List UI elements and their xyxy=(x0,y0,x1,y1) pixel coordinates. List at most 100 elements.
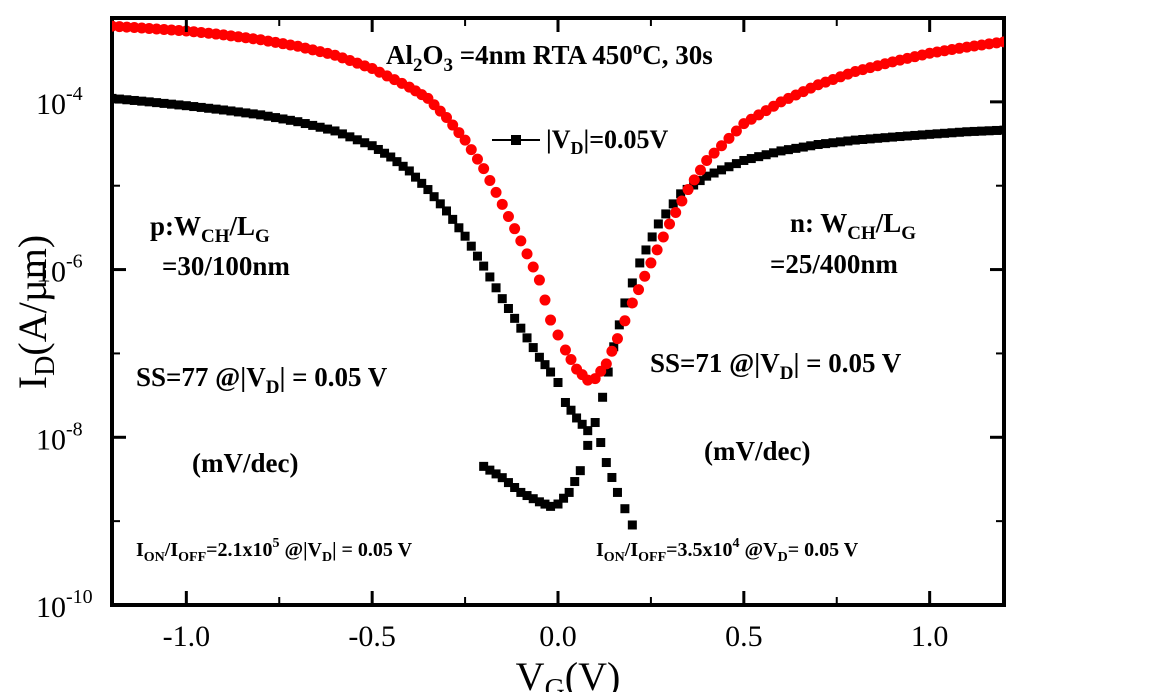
annotation-unit-left: (mV/dec) xyxy=(192,448,298,478)
data-point xyxy=(600,358,612,370)
annotation-top: Al2O3 =4nm RTA 450oC, 30s xyxy=(386,38,713,76)
data-point xyxy=(717,165,727,175)
data-point xyxy=(345,132,355,142)
data-point xyxy=(233,107,243,117)
data-point xyxy=(746,154,756,164)
data-point xyxy=(668,199,678,209)
annotation-ion-right: ION/IOFF=3.5x104 @VD= 0.05 V xyxy=(596,536,859,565)
data-point xyxy=(478,163,490,175)
data-point xyxy=(503,303,513,313)
series-layer xyxy=(112,20,1004,530)
data-point xyxy=(263,111,273,121)
data-point xyxy=(330,126,340,136)
data-point xyxy=(527,261,539,273)
data-point xyxy=(300,119,310,129)
data-point xyxy=(598,392,608,402)
x-tick-label: 1.0 xyxy=(911,620,949,653)
data-point xyxy=(998,36,1004,48)
data-point xyxy=(645,257,657,269)
data-point xyxy=(522,491,532,501)
data-point xyxy=(528,494,538,504)
data-point xyxy=(880,133,890,143)
data-point xyxy=(465,144,477,156)
data-point xyxy=(386,152,396,162)
data-point xyxy=(925,129,935,139)
y-tick-label: 10-8 xyxy=(36,418,83,456)
data-point xyxy=(503,478,513,488)
data-point xyxy=(454,223,464,233)
ticks-layer: -1.0 -0.5 0.0 0.5 1.0 10-10 10-8 10-6 10-4 xyxy=(36,17,1004,653)
data-point xyxy=(724,162,734,172)
data-point xyxy=(701,154,713,166)
data-point xyxy=(806,141,816,151)
data-point xyxy=(620,504,630,514)
data-point xyxy=(459,134,471,146)
data-point xyxy=(858,134,868,144)
data-point xyxy=(521,248,533,260)
data-point xyxy=(496,198,508,210)
series-red-circles xyxy=(112,20,1004,386)
data-point xyxy=(534,352,544,362)
data-point xyxy=(411,172,421,182)
data-point xyxy=(516,487,526,497)
data-point xyxy=(565,354,577,366)
data-point xyxy=(479,461,489,471)
data-point xyxy=(664,218,675,230)
y-tick-label: 10-6 xyxy=(36,251,83,289)
data-point xyxy=(583,426,593,436)
data-point xyxy=(278,114,288,124)
data-point xyxy=(442,206,451,216)
data-point xyxy=(947,128,957,138)
data-point xyxy=(577,419,587,429)
data-point xyxy=(570,477,580,487)
data-point xyxy=(429,192,439,202)
data-point xyxy=(540,499,550,509)
data-point xyxy=(612,487,622,497)
data-point xyxy=(226,106,236,116)
x-tick-label: -1.0 xyxy=(163,620,211,653)
data-point xyxy=(596,438,606,448)
data-point xyxy=(865,134,875,144)
plot-frame xyxy=(110,16,1006,607)
data-point xyxy=(962,127,972,137)
data-point xyxy=(702,171,712,181)
data-point xyxy=(676,189,686,199)
data-point xyxy=(166,99,176,109)
data-point xyxy=(114,94,124,104)
data-point xyxy=(627,520,637,530)
data-point xyxy=(835,137,845,147)
data-point xyxy=(902,131,912,141)
data-point xyxy=(559,493,569,503)
data-point xyxy=(404,166,414,176)
data-point xyxy=(491,283,501,293)
data-point xyxy=(761,150,771,160)
annotation-ion-left: ION/IOFF=2.1x105 @|VD| = 0.05 V xyxy=(136,536,413,565)
data-point xyxy=(999,125,1004,135)
annotation-ss-left: SS=77 @|VD| = 0.05 V xyxy=(136,362,388,398)
data-point xyxy=(441,112,452,124)
data-point xyxy=(611,333,623,345)
data-point xyxy=(940,128,950,138)
data-point xyxy=(553,499,563,509)
data-point xyxy=(709,168,719,178)
data-point xyxy=(553,378,563,388)
data-point xyxy=(641,245,651,255)
data-point xyxy=(211,104,221,114)
data-point xyxy=(241,108,251,118)
annotation-p-geometry-1: p:WCH/LG xyxy=(150,211,270,247)
data-point xyxy=(661,209,671,219)
data-point xyxy=(271,113,281,123)
data-point xyxy=(360,138,370,148)
data-point xyxy=(174,100,184,110)
data-point xyxy=(510,313,520,323)
data-point xyxy=(435,199,445,209)
data-point xyxy=(204,103,214,113)
annotation-n-geometry-2: =25/400nm xyxy=(770,249,898,279)
data-point xyxy=(256,110,266,120)
data-point xyxy=(285,115,295,125)
data-point xyxy=(497,473,507,483)
data-point xyxy=(754,152,764,162)
legend-marker xyxy=(511,135,521,145)
data-point xyxy=(783,145,793,155)
data-point xyxy=(895,132,905,142)
